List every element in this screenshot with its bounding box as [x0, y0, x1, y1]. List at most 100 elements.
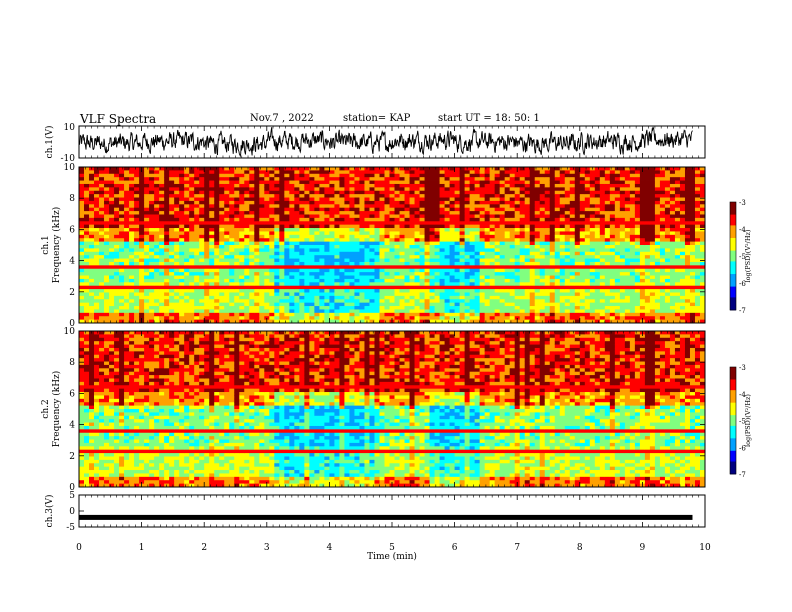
- ch1-spec-colorbar-segment: [730, 250, 736, 253]
- ch1-spec-colorbar-segment: [730, 225, 736, 228]
- ch1-spec-colorbar-segment: [730, 295, 736, 298]
- ch2-spec-colorbar-segment: [730, 379, 736, 382]
- ch1-spec-colorbar-segment: [730, 284, 736, 287]
- ch1-spec-colorbar-segment: [730, 248, 736, 251]
- ch2-spec-colorbar-segment: [730, 367, 736, 370]
- ch2-spec-colorbar-segment: [730, 441, 736, 445]
- ch1-spec-ytick-label: 6: [69, 225, 75, 235]
- ch1-spec-colorbar-segment: [730, 292, 736, 295]
- ch2-spec-colorbar-segment: [730, 397, 736, 400]
- ch1-waveform-line: [78, 126, 693, 158]
- ch2-spec-colorbar-segment: [730, 377, 736, 380]
- ch2-spec-colorbar-segment: [730, 422, 736, 425]
- ch2-spec-colorbar-segment: [730, 395, 736, 398]
- ch2-spec-ytick-label: 0: [69, 483, 75, 493]
- ch1-spec-colorbar-segment: [730, 274, 736, 277]
- ch1-spec-colorbar-segment: [730, 283, 736, 286]
- ch2-spec-colorbar-segment: [730, 459, 736, 462]
- ch1-spec-colorbar-segment: [730, 239, 736, 242]
- ch2-spec-heatmap: [79, 331, 706, 488]
- x-tick-label: 6: [452, 543, 458, 553]
- ch2-spec-colorbar-segment: [730, 456, 736, 459]
- ch1-spec-colorbar-segment: [730, 272, 736, 275]
- ch2-spec-colorbar-segment: [730, 388, 736, 391]
- ch2-spec-colorbar-segment: [730, 418, 736, 421]
- ch3-ytick-label: 5: [69, 491, 75, 501]
- x-axis-label: Time (min): [367, 551, 417, 562]
- date-label: Nov.7 , 2022: [250, 113, 314, 124]
- ch1-spec-colorbar-segment: [730, 261, 736, 264]
- ch1-spec-colorbar-segment: [730, 245, 736, 248]
- ch1-spec-colorbar-segment: [730, 221, 736, 224]
- ch2-spec-ytick-label: 2: [69, 452, 75, 462]
- ch2-spec-colorbar-segment: [730, 457, 736, 461]
- ch1-spec-colorbar-segment: [730, 216, 736, 219]
- ch2-spec-colorbar-segment: [730, 429, 736, 432]
- ch1-spec-colorbar-label: log(PSD)(V²/Hz): [744, 229, 752, 282]
- ch2-spec-colorbar-segment: [730, 386, 736, 389]
- ch1-spec-colorbar-segment: [730, 275, 736, 278]
- ch1-spec-colorbar-segment: [730, 286, 736, 289]
- ch1-spec-colorbar-segment: [730, 236, 736, 239]
- ch1-spec-colorbar-segment: [730, 247, 736, 250]
- ch2-spec-colorbar-segment: [730, 463, 736, 466]
- ch1-spec-colorbar-tick-label: -7: [739, 307, 746, 315]
- ch2-spec-colorbar-segment: [730, 443, 736, 446]
- ch1-spec-colorbar-segment: [730, 297, 736, 300]
- ch1-spec-colorbar-segment: [730, 257, 736, 260]
- ch1-spec-colorbar-segment: [730, 288, 736, 291]
- ch1-spec-colorbar-segment: [730, 299, 736, 302]
- ch2-spec-colorbar-segment: [730, 438, 736, 441]
- ch1-spec-colorbar-segment: [730, 205, 736, 208]
- ch2-spec-colorbar-segment: [730, 393, 736, 396]
- ch2-spec-colorbar-segment: [730, 420, 736, 423]
- ch2-spec-colorbar-segment: [730, 450, 736, 453]
- ch2-spec-colorbar-segment: [730, 409, 736, 412]
- ch1-spec-colorbar-segment: [730, 238, 736, 241]
- ch1-spec-colorbar-segment: [730, 202, 736, 205]
- x-tick-label: 5: [389, 543, 395, 553]
- ch1-spec-colorbar-tick-label: -6: [739, 280, 746, 288]
- ch1-ytick-label: 10: [64, 123, 76, 133]
- x-tick-label: 2: [201, 543, 207, 553]
- ch1-spec-colorbar-segment: [730, 304, 736, 307]
- ch1-spec-colorbar-segment: [730, 203, 736, 206]
- ch2-spec-colorbar-tick-label: -6: [739, 444, 746, 452]
- ch2-spec-ytick-label: 6: [69, 389, 75, 399]
- ch2-spec-colorbar-segment: [730, 416, 736, 420]
- ch1-spec-colorbar-tick-label: -5: [739, 253, 746, 261]
- ch2-spec-ylabel-channel: ch.2: [41, 399, 51, 418]
- ch1-spec-colorbar-segment: [730, 268, 736, 271]
- ch1-spec-colorbar-segment: [730, 212, 736, 215]
- ch1-spec-colorbar-segment: [730, 290, 736, 293]
- ch1-spec-colorbar-segment: [730, 279, 736, 282]
- ch2-spec-colorbar-segment: [730, 384, 736, 388]
- ch2-spec-colorbar-segment: [730, 375, 736, 379]
- ch1-spec-ytick-label: 10: [64, 163, 76, 173]
- ch2-spec-colorbar-segment: [730, 468, 736, 471]
- ch1-spec-ytick-label: 0: [69, 319, 75, 329]
- ch1-spec-colorbar-segment: [730, 293, 736, 296]
- ch2-spec-colorbar-label: log(PSD)(V²/Hz): [744, 394, 752, 447]
- ch1-spec-colorbar-segment: [730, 227, 736, 230]
- ch1-spec-ytick-label: 2: [69, 288, 75, 298]
- ch1-spec-colorbar-segment: [730, 230, 736, 233]
- station-label: station= KAP: [343, 113, 411, 124]
- start-ut-label: start UT = 18: 50: 1: [438, 113, 540, 124]
- ch3-ylabel: ch.3(V): [44, 495, 55, 528]
- ch2-spec-colorbar-segment: [730, 454, 736, 457]
- ch1-spec-colorbar-segment: [730, 265, 736, 268]
- ch2-spec-colorbar-segment: [730, 413, 736, 416]
- chart-title: VLF Spectra: [80, 112, 157, 126]
- ch1-spec-ytick-label: 8: [69, 194, 75, 204]
- ch1-spec-colorbar-segment: [730, 252, 736, 255]
- ch1-spec-heatmap: [79, 167, 706, 324]
- ch2-spec-colorbar-segment: [730, 411, 736, 414]
- ch1-spec-colorbar-segment: [730, 218, 736, 221]
- ch3-ytick-label: 0: [69, 507, 75, 517]
- ch1-spec-colorbar-segment: [730, 232, 736, 235]
- ch2-spec-ytick-label: 10: [64, 327, 76, 337]
- ch1-spec-ylabel-channel: ch.1: [41, 235, 51, 254]
- ch2-spec-colorbar-frame: [729, 366, 737, 475]
- ch1-spec-colorbar-segment: [730, 281, 736, 284]
